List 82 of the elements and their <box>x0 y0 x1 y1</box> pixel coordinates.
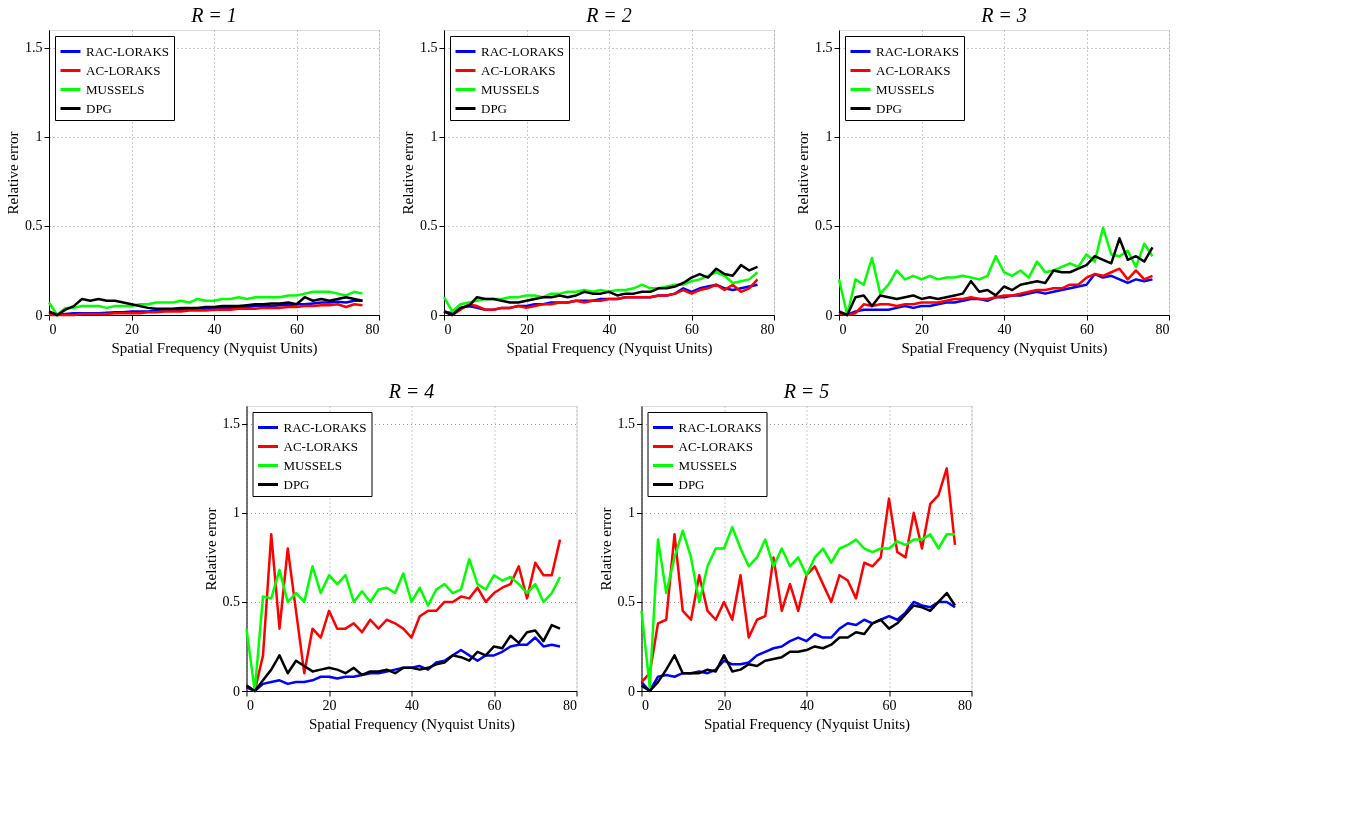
x-axis-title: Spatial Frequency (Nyquist Units) <box>111 339 318 357</box>
legend-label: AC-LORAKS <box>876 62 951 78</box>
x-axis-title: Spatial Frequency (Nyquist Units) <box>506 339 713 357</box>
x-tick-label: 80 <box>760 321 775 337</box>
y-tick-label: 1.5 <box>815 40 833 56</box>
legend-label: MUSSELS <box>283 457 343 473</box>
x-tick-label: 60 <box>685 321 699 337</box>
x-tick-label: 0 <box>839 321 847 337</box>
y-tick-label: 0 <box>628 683 635 699</box>
y-axis-title: Relative error <box>5 131 21 215</box>
x-tick-label: 40 <box>405 697 419 713</box>
legend-label: AC-LORAKS <box>283 438 358 454</box>
x-tick-label: 20 <box>915 321 929 337</box>
chart-title: R = 5 <box>782 380 830 402</box>
legend-label: DPG <box>481 100 508 116</box>
x-tick-label: 60 <box>1080 321 1094 337</box>
x-tick-label: 60 <box>882 697 897 713</box>
y-axis-title: Relative error <box>202 507 219 591</box>
y-tick-label: 0.5 <box>617 594 635 610</box>
y-tick-label: 1.5 <box>617 416 635 432</box>
x-tick-label: 60 <box>487 697 502 713</box>
legend-label: DPG <box>678 476 705 492</box>
legend-label: MUSSELS <box>876 81 935 97</box>
x-tick-label: 0 <box>247 697 254 713</box>
x-tick-label: 20 <box>125 321 139 337</box>
x-tick-label: 40 <box>207 321 222 337</box>
x-tick-label: 60 <box>290 321 304 337</box>
y-tick-label: 1.5 <box>25 40 43 56</box>
line-series <box>47 303 364 317</box>
y-tick-label: 0.5 <box>815 218 833 234</box>
chart-title: R = 4 <box>387 380 435 402</box>
legend-label: DPG <box>86 100 113 116</box>
chart-title: R = 2 <box>585 4 632 26</box>
legend-label: RAC-LORAKS <box>481 43 565 59</box>
y-tick-label: 0 <box>825 307 833 323</box>
y-tick-label: 1 <box>825 129 833 145</box>
legend-label: RAC-LORAKS <box>86 43 170 59</box>
x-tick-label: 80 <box>365 321 380 337</box>
x-axis-title: Spatial Frequency (Nyquist Units) <box>703 715 911 733</box>
x-tick-label: 0 <box>444 321 452 337</box>
x-tick-label: 0 <box>642 697 649 713</box>
x-tick-label: 40 <box>800 697 814 713</box>
x-tick-label: 80 <box>563 697 577 713</box>
x-tick-label: 40 <box>997 321 1012 337</box>
legend-label: MUSSELS <box>481 81 540 97</box>
x-tick-label: 40 <box>602 321 617 337</box>
x-tick-label: 20 <box>520 321 534 337</box>
line-series <box>640 525 957 689</box>
y-tick-label: 1 <box>233 505 240 521</box>
y-tick-label: 1 <box>628 505 635 521</box>
x-tick-label: 0 <box>49 321 57 337</box>
x-tick-label: 20 <box>717 697 732 713</box>
y-tick-label: 0 <box>233 683 240 699</box>
y-tick-label: 1.5 <box>420 40 438 56</box>
y-tick-label: 0 <box>430 307 438 323</box>
legend-label: AC-LORAKS <box>86 62 161 78</box>
y-tick-label: 1.5 <box>222 416 240 432</box>
chart-title: R = 1 <box>190 4 237 26</box>
y-tick-label: 0.5 <box>25 218 43 234</box>
x-tick-label: 80 <box>1155 321 1170 337</box>
legend-label: DPG <box>876 100 903 116</box>
legend-label: RAC-LORAKS <box>876 43 960 59</box>
legend-label: AC-LORAKS <box>678 438 753 454</box>
x-axis-title: Spatial Frequency (Nyquist Units) <box>901 339 1108 357</box>
y-axis-title: Relative error <box>795 131 811 215</box>
y-tick-label: 0.5 <box>222 594 240 610</box>
y-tick-label: 0 <box>35 307 43 323</box>
y-axis-title: Relative error <box>400 131 416 215</box>
legend-label: AC-LORAKS <box>481 62 556 78</box>
x-tick-label: 20 <box>322 697 337 713</box>
legend-label: MUSSELS <box>678 457 738 473</box>
legend-label: MUSSELS <box>86 81 145 97</box>
y-tick-label: 1 <box>35 129 43 145</box>
y-tick-label: 1 <box>430 129 438 145</box>
legend-label: RAC-LORAKS <box>283 419 367 435</box>
legend-label: DPG <box>283 476 310 492</box>
legend-label: RAC-LORAKS <box>678 419 762 435</box>
x-axis-title: Spatial Frequency (Nyquist Units) <box>308 715 516 733</box>
chart-title: R = 3 <box>980 4 1027 26</box>
y-axis-title: Relative error <box>597 507 614 591</box>
x-tick-label: 80 <box>958 697 972 713</box>
y-tick-label: 0.5 <box>420 218 438 234</box>
